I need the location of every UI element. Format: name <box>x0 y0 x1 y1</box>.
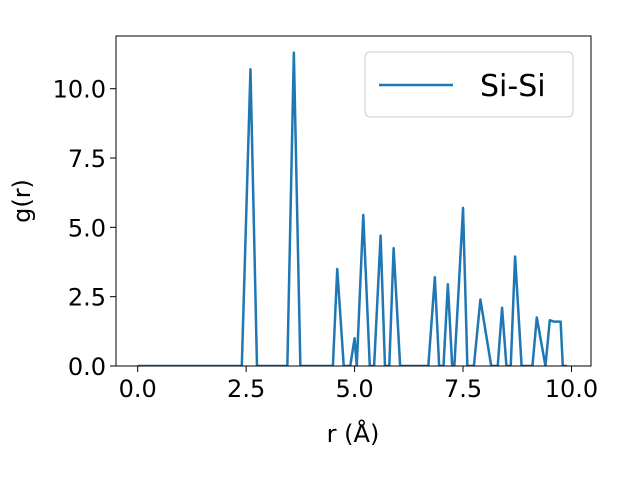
y-tick-label: 10.0 <box>53 76 106 104</box>
x-tick-label: 2.5 <box>227 375 265 403</box>
legend: Si-Si <box>364 51 574 118</box>
axes: 0.0 2.5 5.0 7.5 10.0 0.0 2.5 5.0 7.5 10.0 <box>53 35 598 403</box>
legend-entry-label: Si-Si <box>480 69 546 104</box>
y-tick-label: 2.5 <box>68 284 106 312</box>
y-tick-label: 7.5 <box>68 145 106 173</box>
y-tick-label: 0.0 <box>68 353 106 381</box>
y-tick-label: 5.0 <box>68 214 106 242</box>
axes-frame <box>115 35 592 367</box>
x-tick-label: 7.5 <box>444 375 482 403</box>
series-line-si-si <box>137 51 568 366</box>
x-tick-label: 5.0 <box>335 375 373 403</box>
x-axis-label: r (Å) <box>327 419 380 448</box>
y-axis-label: g(r) <box>8 179 36 223</box>
x-tick-label: 0.0 <box>119 375 157 403</box>
legend-box <box>364 51 574 118</box>
x-tick-label: 10.0 <box>545 375 598 403</box>
plot-area <box>137 51 568 366</box>
